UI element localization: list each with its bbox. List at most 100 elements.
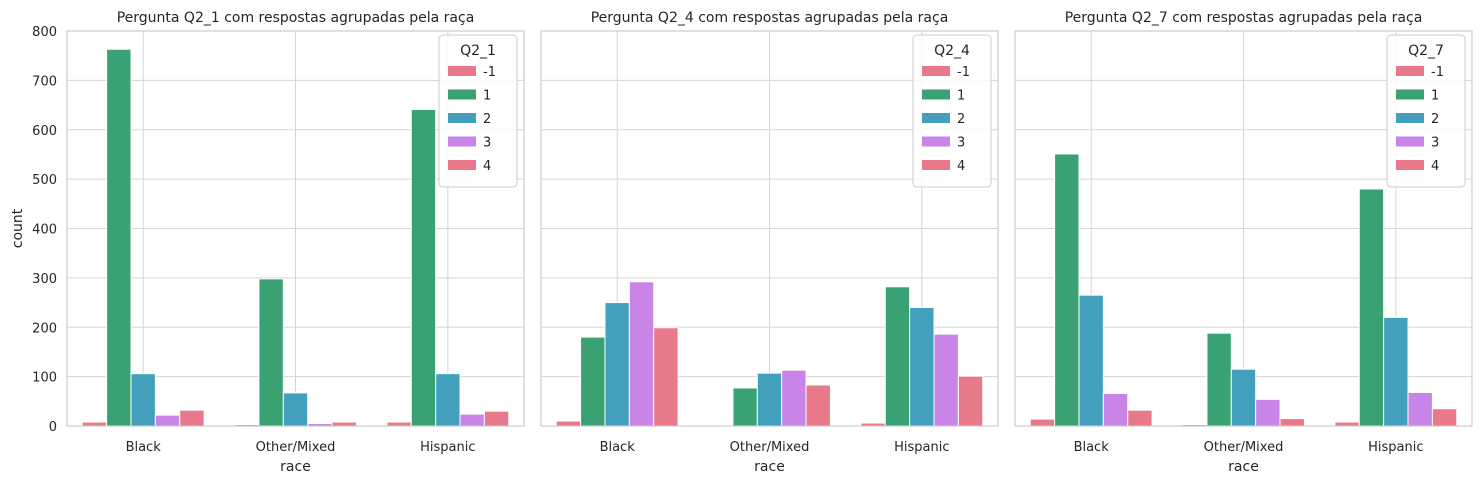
bar-hispanic-4: [957, 375, 984, 427]
bar-other-mixed-3: [1255, 398, 1281, 427]
bar-hispanic-4: [1431, 408, 1458, 427]
legend-swatch: [1396, 113, 1424, 123]
legend: Q2_4 -1 1 2 3 4: [912, 34, 992, 188]
legend-swatch: [922, 113, 950, 123]
legend-swatch: [1396, 89, 1424, 100]
legend-swatch: [1396, 136, 1424, 147]
legend-swatch: [448, 160, 476, 170]
bar-black--1: [555, 420, 582, 427]
bar-hispanic-2: [1383, 316, 1409, 427]
bar-black-1: [106, 48, 132, 427]
bar-black-3: [628, 281, 655, 427]
y-tick-label: 800: [32, 25, 57, 40]
y-tick-label: 300: [32, 272, 57, 287]
bar-hispanic-4: [483, 410, 510, 427]
legend-label: 3: [1431, 136, 1439, 151]
legend-label: 3: [957, 136, 965, 151]
legend-title: Q2_4: [934, 43, 970, 59]
legend-swatch: [922, 136, 950, 147]
y-tick-label: 100: [32, 371, 57, 386]
bar-black-4: [653, 327, 679, 427]
bar-other-mixed-2: [282, 392, 309, 427]
bar-other-mixed-1: [732, 387, 758, 427]
chart-panel-3: Black Other/Mixed Hispanic race Pergunta Q2_…: [1014, 10, 1473, 475]
y-tick-label: 0: [49, 420, 57, 435]
chart-panel-1: 0 100 200 300 400 500 600 700 800 Black Other/Mixe…: [10, 10, 525, 475]
legend: Q2_1 -1 1 2 3 4: [438, 34, 518, 188]
x-tick-label: Other/Mixed: [730, 440, 810, 455]
bar-hispanic-2: [909, 307, 935, 427]
legend-swatch: [448, 113, 476, 123]
bar-black--1: [1029, 418, 1056, 427]
bar-hispanic-2: [435, 373, 461, 427]
legend-swatch: [448, 136, 476, 147]
legend-swatch: [922, 66, 950, 76]
bar-hispanic-1: [1358, 188, 1385, 427]
legend-label: 4: [483, 159, 491, 174]
bar-black-2: [1078, 294, 1104, 427]
legend-label: 4: [1431, 159, 1439, 174]
y-tick-label: 200: [32, 321, 57, 336]
legend-swatch: [1396, 66, 1424, 76]
legend-swatch: [448, 89, 476, 100]
x-tick-label: Black: [600, 440, 636, 455]
legend-swatch: [922, 160, 950, 170]
legend-label: 3: [483, 136, 491, 151]
y-tick-label: 600: [32, 124, 57, 139]
bar-other-mixed-1: [1206, 332, 1232, 427]
chart-title: Pergunta Q2_1 com respostas agrupadas pe…: [117, 10, 475, 26]
legend-title: Q2_7: [1408, 43, 1444, 59]
bar-black-1: [580, 336, 606, 427]
chart-title: Pergunta Q2_4 com respostas agrupadas pe…: [591, 10, 949, 26]
y-tick-label: 400: [32, 223, 57, 238]
axes-frame: [540, 30, 999, 427]
legend-label: 1: [957, 89, 965, 104]
legend-label: 2: [483, 112, 491, 127]
axes-frame: [1014, 30, 1473, 427]
bar-black-3: [154, 414, 181, 427]
bar-hispanic-3: [933, 333, 959, 427]
legend: Q2_7 -1 1 2 3 4: [1386, 34, 1466, 188]
legend-label: 1: [1431, 89, 1439, 104]
bar-other-mixed-4: [805, 384, 831, 427]
bar-black-4: [179, 409, 205, 427]
legend-label: -1: [483, 65, 496, 80]
legend-swatch: [1396, 160, 1424, 170]
bar-hispanic-1: [884, 286, 911, 427]
x-tick-label: Other/Mixed: [256, 440, 336, 455]
x-tick-label: Black: [126, 440, 162, 455]
legend-label: 1: [483, 89, 491, 104]
axes-frame: [66, 30, 525, 427]
x-tick-label: Hispanic: [1368, 440, 1423, 455]
bar-other-mixed-1: [258, 278, 284, 427]
chart-panel-2: Black Other/Mixed Hispanic race Pergunta Q2_…: [540, 10, 999, 475]
bar-other-mixed-3: [781, 369, 807, 427]
y-tick-label: 500: [32, 173, 57, 188]
y-axis-label: count: [10, 208, 26, 248]
x-axis-label: race: [754, 459, 785, 475]
bar-black-3: [1102, 392, 1129, 427]
legend-label: 2: [1431, 112, 1439, 127]
legend-label: 2: [957, 112, 965, 127]
x-tick-label: Black: [1074, 440, 1110, 455]
x-tick-label: Other/Mixed: [1204, 440, 1284, 455]
x-axis-label: race: [280, 459, 311, 475]
legend-label: -1: [957, 65, 970, 80]
bar-hispanic-3: [1407, 391, 1433, 427]
x-axis-label: race: [1228, 459, 1259, 475]
legend-title: Q2_1: [460, 43, 496, 59]
bar-hispanic-3: [459, 413, 485, 427]
y-tick-label: 700: [32, 74, 57, 89]
bar-other-mixed-2: [756, 372, 783, 427]
legend-swatch: [922, 89, 950, 100]
bar-black-1: [1054, 153, 1080, 427]
bar-black-4: [1127, 409, 1153, 427]
legend-label: 4: [957, 159, 965, 174]
legend-label: -1: [1431, 65, 1444, 80]
chart-title: Pergunta Q2_7 com respostas agrupadas pe…: [1065, 10, 1423, 26]
bar-other-mixed-2: [1230, 368, 1257, 427]
bar-other-mixed-4: [1279, 418, 1305, 427]
bar-black-2: [130, 373, 156, 427]
bar-hispanic-1: [410, 109, 437, 427]
